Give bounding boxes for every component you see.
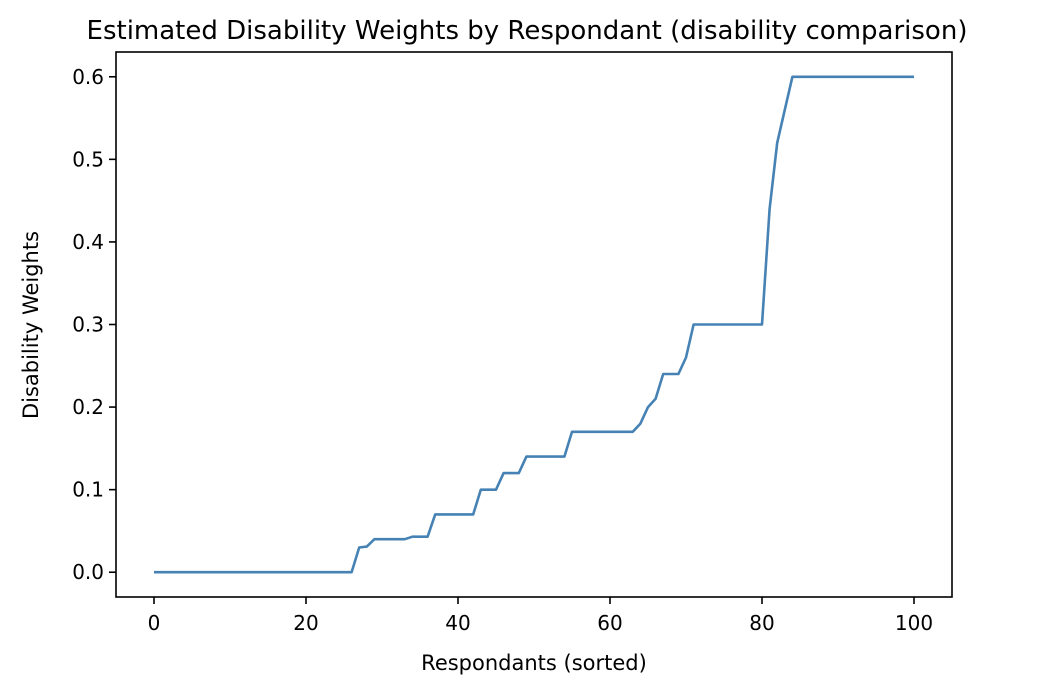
y-tick-label: 0.2 — [72, 395, 104, 419]
y-tick-label: 0.3 — [72, 313, 104, 337]
y-tick-label: 0.5 — [72, 147, 104, 171]
x-tick-label: 100 — [895, 611, 933, 635]
y-tick-label: 0.4 — [72, 230, 104, 254]
plot-area: 0 20 40 60 80 100 0.0 0.1 0.2 0.3 0.4 0.5 0.6 — [72, 51, 953, 635]
x-tick-label: 80 — [749, 611, 774, 635]
x-axis-label: Respondants (sorted) — [421, 651, 647, 675]
x-tick-label: 60 — [597, 611, 622, 635]
chart-title: Estimated Disability Weights by Responda… — [87, 16, 968, 46]
x-tick-label: 0 — [148, 611, 161, 635]
x-tick-label: 20 — [293, 611, 318, 635]
y-axis-label: Disability Weights — [19, 231, 43, 419]
y-tick-label: 0.6 — [72, 65, 104, 89]
y-tick-label: 0.0 — [72, 560, 104, 584]
y-tick-label: 0.1 — [72, 478, 104, 502]
plot-frame — [115, 51, 953, 598]
x-tick-label: 40 — [445, 611, 470, 635]
series-line — [154, 75, 914, 574]
